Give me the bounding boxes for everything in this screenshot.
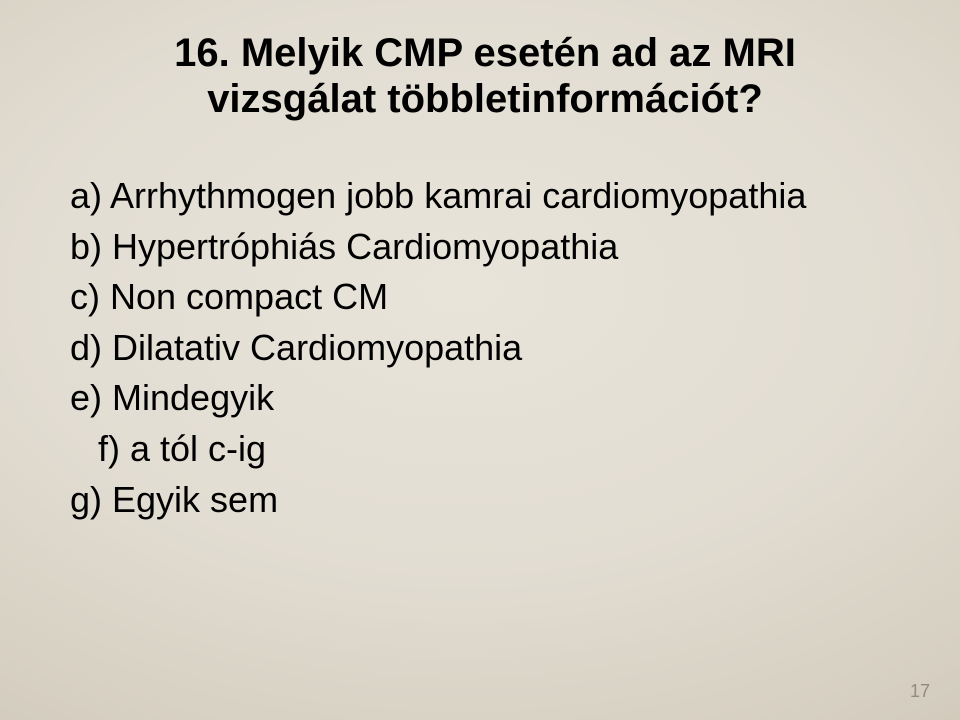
title-line-1: 16. Melyik CMP esetén ad az MRI [174, 31, 796, 75]
option-c: c) Non compact CM [70, 273, 900, 322]
question-title: 16. Melyik CMP esetén ad az MRI vizsgála… [70, 30, 900, 122]
page-number: 17 [910, 681, 930, 702]
title-line-2: vizsgálat többletinformációt? [207, 77, 763, 121]
option-g: g) Egyik sem [70, 476, 900, 525]
slide-container: 16. Melyik CMP esetén ad az MRI vizsgála… [0, 0, 960, 720]
option-b: b) Hypertróphiás Cardiomyopathia [70, 223, 900, 272]
options-list: a) Arrhythmogen jobb kamrai cardiomyopat… [70, 172, 900, 524]
option-a: a) Arrhythmogen jobb kamrai cardiomyopat… [70, 172, 900, 221]
option-d: d) Dilatativ Cardiomyopathia [70, 324, 900, 373]
option-e: e) Mindegyik [70, 374, 900, 423]
option-f: f) a tól c-ig [70, 425, 900, 474]
